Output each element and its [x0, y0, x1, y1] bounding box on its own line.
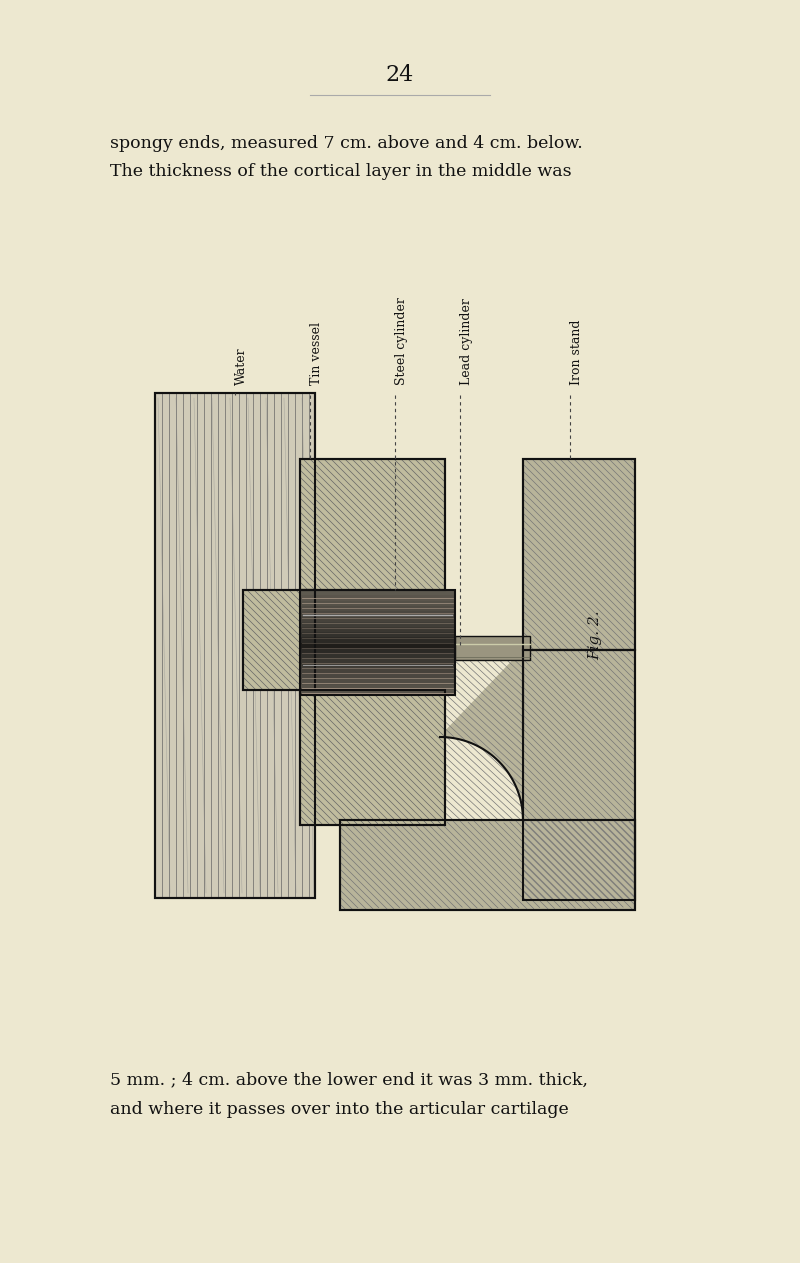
Bar — [300, 590, 455, 695]
Bar — [243, 590, 315, 690]
Text: 5 mm. ; 4 cm. above the lower end it was 3 mm. thick,: 5 mm. ; 4 cm. above the lower end it was… — [110, 1071, 588, 1089]
Bar — [300, 674, 455, 679]
Bar — [300, 600, 455, 606]
Text: and where it passes over into the articular cartilage: and where it passes over into the articu… — [110, 1101, 569, 1119]
Bar — [300, 685, 455, 690]
Bar — [455, 635, 530, 659]
Bar — [300, 663, 455, 668]
Bar — [300, 606, 455, 611]
Text: spongy ends, measured 7 cm. above and 4 cm. below.: spongy ends, measured 7 cm. above and 4 … — [110, 134, 582, 152]
Bar — [300, 658, 455, 663]
Bar — [300, 626, 455, 632]
Bar — [300, 690, 445, 825]
Bar — [340, 820, 635, 911]
Bar — [523, 458, 635, 650]
Bar — [300, 632, 455, 638]
Bar — [300, 690, 445, 825]
Bar — [300, 458, 445, 590]
Bar — [523, 650, 635, 901]
Bar — [300, 590, 455, 595]
Bar — [300, 668, 455, 674]
Bar — [155, 393, 315, 898]
Bar — [300, 648, 455, 653]
Bar — [300, 679, 455, 685]
Bar — [300, 690, 455, 695]
Bar — [523, 650, 635, 901]
Text: Lead cylinder: Lead cylinder — [460, 298, 473, 385]
Text: Water: Water — [235, 347, 248, 385]
Bar — [300, 595, 455, 600]
Bar — [340, 820, 635, 911]
Text: The thickness of the cortical layer in the middle was: The thickness of the cortical layer in t… — [110, 163, 572, 181]
Bar — [155, 393, 315, 898]
Bar — [523, 458, 635, 650]
Bar — [300, 621, 455, 626]
Bar — [243, 590, 315, 690]
Bar — [300, 653, 455, 658]
Bar — [300, 458, 445, 590]
Bar — [300, 638, 455, 643]
Text: Tin vessel: Tin vessel — [310, 322, 323, 385]
Text: Iron stand: Iron stand — [570, 320, 583, 385]
Bar — [300, 611, 455, 616]
Bar — [300, 616, 455, 621]
Text: Steel cylinder: Steel cylinder — [395, 297, 408, 385]
Text: Fig. 2.: Fig. 2. — [588, 610, 602, 659]
Text: 24: 24 — [386, 64, 414, 86]
Bar — [300, 643, 455, 648]
Polygon shape — [340, 650, 523, 820]
